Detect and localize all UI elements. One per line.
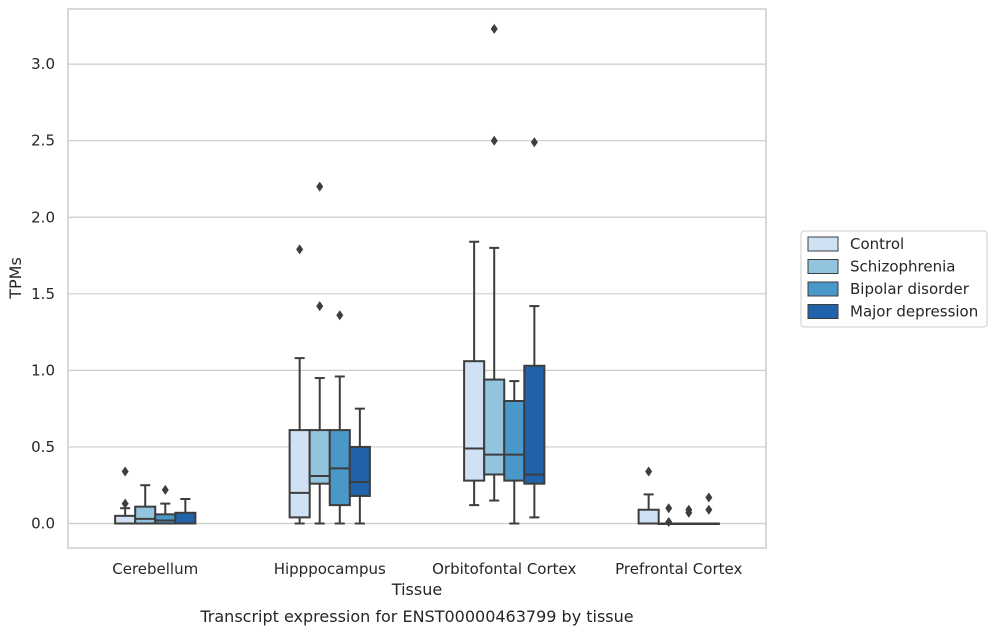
y-gridlines bbox=[68, 63, 766, 525]
box-major-depression bbox=[697, 492, 720, 525]
outlier-point bbox=[705, 492, 713, 503]
outlier-point bbox=[296, 244, 304, 255]
outlier-point bbox=[121, 498, 129, 509]
y-tick-label: 2.5 bbox=[31, 132, 55, 150]
outlier-point bbox=[685, 504, 693, 515]
y-tick-label: 1.0 bbox=[31, 361, 55, 379]
x-tick-label: Hipppocampus bbox=[274, 560, 386, 578]
x-tick-label: Cerebellum bbox=[112, 560, 198, 578]
box-body bbox=[114, 514, 137, 525]
legend-swatch bbox=[807, 304, 839, 319]
x-axis-title: Tissue bbox=[391, 580, 442, 599]
outlier-point bbox=[316, 181, 324, 192]
box-control bbox=[114, 466, 137, 525]
plot-frame bbox=[67, 8, 767, 549]
y-tick-label: 3.0 bbox=[31, 55, 55, 73]
box-bipolar-disorder bbox=[677, 504, 700, 525]
legend-label: Bipolar disorder bbox=[850, 280, 970, 298]
box-body bbox=[348, 445, 371, 497]
outlier-point bbox=[705, 504, 713, 515]
outlier-point bbox=[665, 516, 673, 527]
box-schizophrenia bbox=[308, 181, 331, 525]
y-tick-labels: 0.0 0.5 1.0 1.5 2.0 2.5 3.0 bbox=[31, 55, 55, 532]
outlier-point bbox=[161, 484, 169, 495]
box-control bbox=[288, 244, 311, 525]
outlier-point bbox=[665, 503, 673, 514]
box-body bbox=[523, 364, 546, 485]
box-body bbox=[483, 378, 506, 476]
box-body bbox=[288, 429, 311, 519]
box-groups bbox=[114, 23, 720, 527]
box-major-depression bbox=[523, 137, 546, 519]
legend-swatch bbox=[807, 236, 839, 252]
y-tick-label: 0.5 bbox=[31, 438, 55, 456]
y-tick-label: 0.0 bbox=[31, 515, 55, 533]
x-tick-labels: Cerebellum Hipppocampus Orbitofontal Corte… bbox=[112, 560, 742, 578]
y-tick-label: 2.0 bbox=[31, 208, 55, 226]
plot-background bbox=[68, 9, 766, 548]
chart-caption: Transcript expression for ENST0000046379… bbox=[199, 607, 633, 626]
box-body bbox=[134, 505, 157, 525]
box-body bbox=[463, 360, 486, 482]
outlier-point bbox=[530, 137, 538, 148]
legend-frame bbox=[800, 230, 988, 328]
y-axis-title: TPMs bbox=[6, 257, 25, 300]
legend-label: Control bbox=[850, 235, 904, 253]
y-tick-label: 1.5 bbox=[31, 285, 55, 303]
box-body bbox=[154, 513, 177, 525]
legend-label: Schizophrenia bbox=[850, 258, 955, 276]
x-tick-label: Prefrontal Cortex bbox=[615, 560, 742, 578]
legend-swatch bbox=[807, 259, 839, 274]
legend: Control Schizophrenia Bipolar disorder Majo… bbox=[800, 230, 988, 328]
x-tick-label: Orbitofontal Cortex bbox=[432, 560, 576, 578]
outlier-point bbox=[316, 301, 324, 312]
box-body bbox=[174, 511, 197, 525]
outlier-point bbox=[490, 135, 498, 146]
outlier-point bbox=[645, 466, 653, 477]
legend-swatch bbox=[807, 281, 839, 297]
box-body bbox=[637, 508, 660, 525]
box-control bbox=[637, 466, 660, 525]
box-control bbox=[463, 240, 486, 507]
legend-label: Major depression bbox=[850, 303, 978, 321]
outlier-point bbox=[490, 23, 498, 34]
box-major-depression bbox=[348, 407, 371, 525]
box-body bbox=[503, 400, 526, 482]
box-schizophrenia bbox=[657, 503, 680, 527]
legend-items: Control Schizophrenia Bipolar disorder Majo… bbox=[807, 235, 978, 321]
outlier-point bbox=[121, 466, 129, 477]
outlier-point bbox=[336, 310, 344, 321]
box-major-depression bbox=[174, 498, 197, 525]
